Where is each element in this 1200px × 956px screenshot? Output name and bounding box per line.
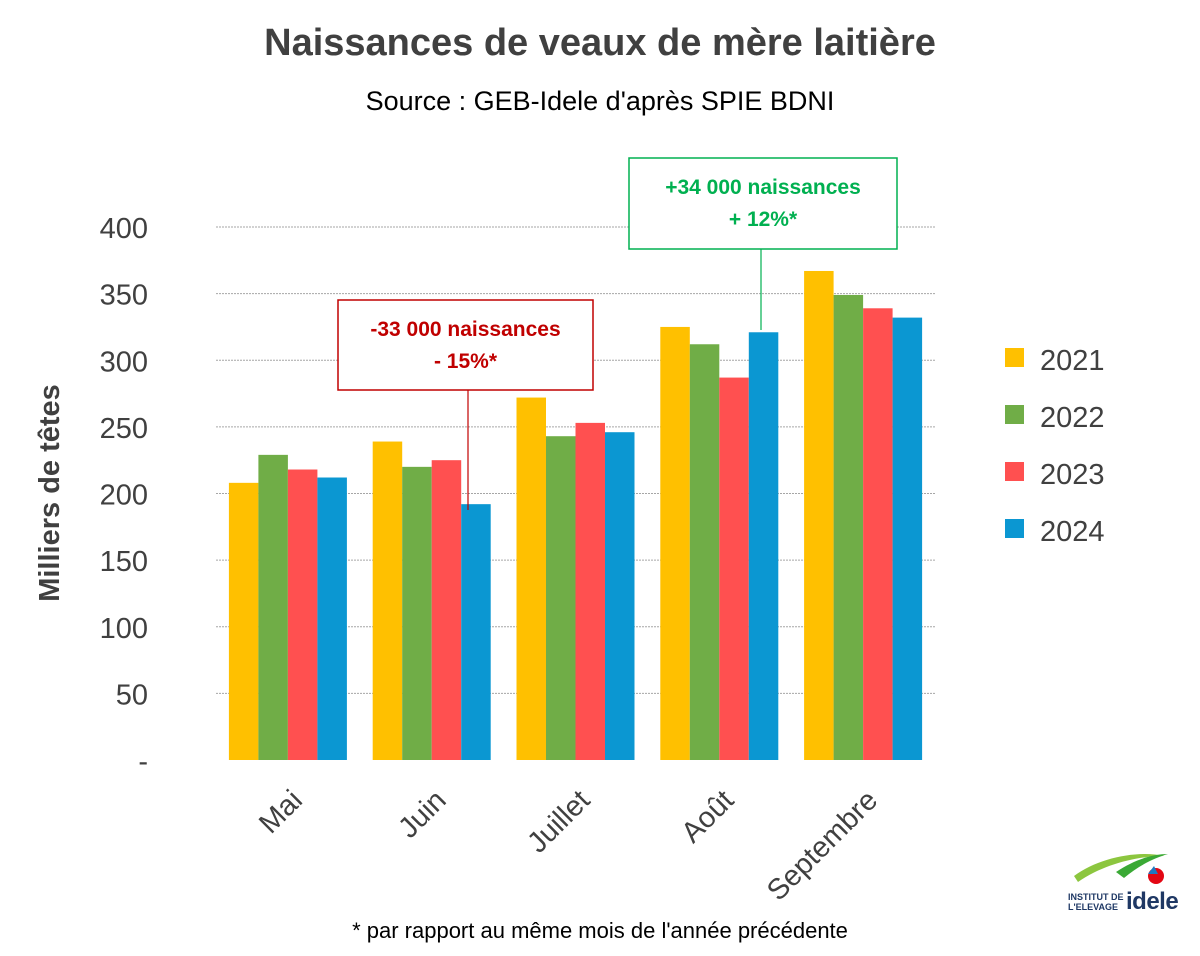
idele-logo: INSTITUT DE L'ELEVAGE idele bbox=[1068, 842, 1179, 916]
legend-swatch-2023 bbox=[1005, 462, 1024, 481]
legend-label-2021: 2021 bbox=[1040, 345, 1105, 377]
callout-box-increase bbox=[628, 157, 898, 250]
y-tick-label: 100 bbox=[100, 613, 148, 645]
logo-caption: INSTITUT DE L'ELEVAGE bbox=[1068, 892, 1128, 912]
callout-box-decline bbox=[337, 299, 594, 391]
legend-swatch-2021 bbox=[1005, 348, 1024, 367]
bar-2023-août bbox=[719, 377, 749, 760]
y-tick-label: - bbox=[138, 746, 148, 778]
x-tick-label: Mai bbox=[253, 784, 309, 840]
x-tick-label: Juin bbox=[392, 784, 452, 844]
y-tick-label: 200 bbox=[100, 480, 148, 512]
bar-2023-juillet bbox=[575, 422, 605, 760]
legend-swatch-2022 bbox=[1005, 405, 1024, 424]
y-tick-label: 150 bbox=[100, 546, 148, 578]
bar-2021-mai bbox=[228, 482, 259, 760]
callout-line2-increase: + 12%* bbox=[729, 208, 798, 231]
bar-2024-mai bbox=[317, 477, 347, 760]
x-tick-label: Août bbox=[675, 784, 740, 849]
chart-subtitle: Source : GEB-Idele d'après SPIE BDNI bbox=[365, 86, 835, 116]
legend-label-2022: 2022 bbox=[1040, 402, 1105, 434]
bar-2023-juin bbox=[431, 460, 462, 760]
y-axis-label: Milliers de têtes bbox=[34, 384, 66, 602]
x-tick-label: Juillet bbox=[521, 784, 596, 859]
bar-2024-juin bbox=[461, 504, 491, 760]
bar-2022-août bbox=[689, 344, 720, 760]
legend-label-2024: 2024 bbox=[1040, 516, 1105, 548]
bar-2022-juin bbox=[402, 466, 432, 760]
y-tick-label: 400 bbox=[100, 213, 148, 245]
x-tick-label: Septembre bbox=[761, 784, 884, 907]
logo-swoosh-icon bbox=[1074, 854, 1168, 884]
bar-2023-mai bbox=[287, 469, 318, 760]
bar-2023-septembre bbox=[863, 308, 893, 760]
bar-2022-juillet bbox=[546, 436, 576, 760]
footnote: * par rapport au même mois de l'année pr… bbox=[352, 918, 848, 943]
callout-line2-decline: - 15%* bbox=[434, 350, 498, 373]
y-tick-label: 250 bbox=[100, 413, 148, 445]
logo-line1: INSTITUT DE bbox=[1068, 892, 1124, 902]
logo-brand: idele bbox=[1126, 888, 1179, 915]
bar-2024-septembre bbox=[892, 317, 923, 760]
callout-line1-decline: -33 000 naissances bbox=[370, 318, 560, 341]
y-tick-label: 300 bbox=[100, 346, 148, 378]
bar-2024-août bbox=[748, 332, 779, 760]
chart-title: Naissances de veaux de mère laitière bbox=[264, 22, 936, 64]
bar-2021-août bbox=[660, 326, 690, 760]
bar-2021-juillet bbox=[516, 397, 546, 760]
bar-2022-septembre bbox=[833, 294, 864, 760]
legend-swatch-2024 bbox=[1005, 519, 1024, 538]
y-tick-label: 350 bbox=[100, 280, 148, 312]
callout-line1-increase: +34 000 naissances bbox=[665, 176, 861, 199]
bar-2024-juillet bbox=[605, 432, 635, 760]
legend-label-2023: 2023 bbox=[1040, 459, 1105, 491]
bar-2021-septembre bbox=[804, 270, 834, 760]
bar-2021-juin bbox=[372, 441, 403, 760]
logo-line2: L'ELEVAGE bbox=[1068, 902, 1118, 912]
y-tick-label: 50 bbox=[116, 679, 148, 711]
bar-2022-mai bbox=[258, 454, 288, 760]
